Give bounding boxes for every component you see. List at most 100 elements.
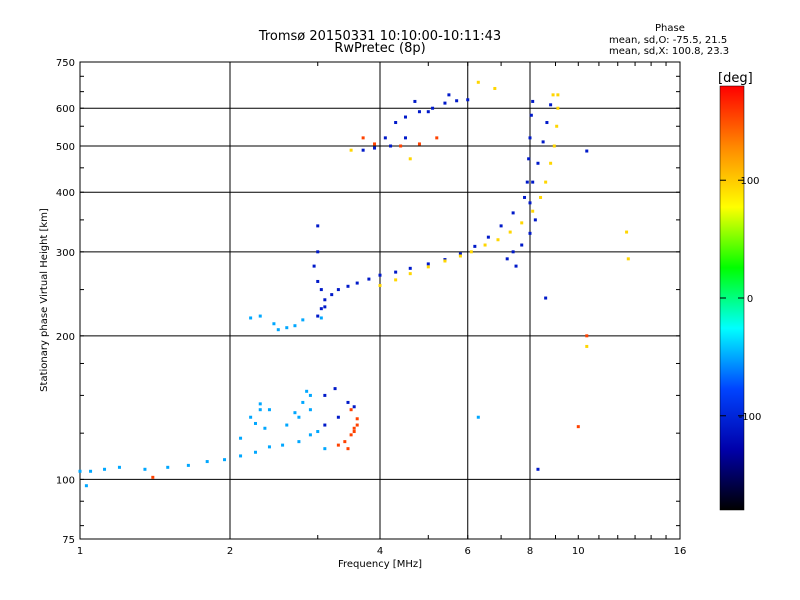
data-point — [316, 250, 320, 254]
colorbar-label: [deg] — [718, 71, 753, 86]
data-point — [469, 250, 473, 254]
data-point — [330, 293, 334, 297]
data-point — [272, 322, 276, 326]
data-point — [403, 115, 407, 119]
y-tick-label: 750 — [56, 58, 75, 69]
minor-ticks — [79, 62, 681, 539]
y-tick-label: 500 — [56, 142, 75, 153]
data-point — [352, 405, 356, 409]
data-point — [301, 400, 305, 404]
x-tick-label: 10 — [572, 546, 585, 557]
data-point — [556, 93, 560, 97]
data-point — [253, 450, 257, 454]
data-point — [626, 257, 630, 261]
stats-line-o: mean, sd,O: -75.5, 21.5 — [609, 35, 727, 46]
data-point — [555, 124, 559, 128]
y-tick-label: 600 — [56, 104, 75, 115]
data-point — [103, 467, 107, 471]
data-point — [323, 298, 327, 302]
data-point — [435, 136, 439, 140]
y-tick-labels: 75 100 200 300 400 500 600 750 — [56, 58, 75, 546]
colorbar-ticks: 100 0 -100 — [720, 176, 761, 423]
data-point — [403, 136, 407, 140]
data-point — [361, 148, 365, 152]
data-point — [253, 421, 257, 425]
data-point — [549, 161, 553, 165]
data-point — [373, 146, 377, 150]
y-axis-label: Stationary phase Virtual Height [km] — [39, 208, 50, 392]
x-tick-labels: 1 2 4 6 8 10 16 — [77, 546, 687, 557]
x-tick-label: 6 — [465, 546, 471, 557]
data-point — [394, 121, 398, 125]
data-point — [576, 425, 580, 429]
colorbar-tick-label: -100 — [739, 412, 762, 423]
data-point — [355, 281, 359, 285]
data-point — [378, 283, 382, 287]
chart-subtitle: RwPretec (8p) — [334, 41, 425, 56]
data-point — [426, 110, 430, 114]
data-point — [394, 270, 398, 274]
data-point — [528, 231, 532, 235]
data-point — [297, 440, 301, 444]
data-point — [523, 195, 527, 199]
data-point — [263, 426, 267, 430]
data-point — [447, 93, 451, 97]
data-point — [143, 467, 147, 471]
data-point — [316, 279, 320, 283]
data-point — [511, 250, 515, 254]
data-point — [308, 408, 312, 412]
data-point — [349, 408, 353, 412]
data-point — [585, 344, 589, 348]
data-point — [249, 415, 253, 419]
data-point — [529, 113, 533, 117]
data-point — [483, 243, 487, 247]
stats-heading: Phase — [655, 23, 685, 34]
data-point — [319, 288, 323, 292]
data-point — [343, 440, 347, 444]
data-point — [585, 149, 589, 153]
data-point — [349, 148, 353, 152]
stats-line-x: mean, sd,X: 100.8, 23.3 — [609, 46, 729, 57]
data-point — [78, 469, 82, 473]
x-tick-label: 16 — [674, 546, 687, 557]
data-point — [117, 465, 121, 469]
data-point — [549, 103, 553, 107]
data-point — [552, 144, 556, 148]
data-point — [281, 443, 285, 447]
data-point — [585, 334, 589, 338]
data-point — [308, 393, 312, 397]
x-tick-label: 1 — [77, 546, 83, 557]
data-point — [151, 475, 155, 479]
data-point — [458, 254, 462, 258]
data-point — [511, 211, 515, 215]
x-tick-label: 8 — [527, 546, 533, 557]
data-point — [285, 326, 289, 330]
data-point — [455, 99, 459, 103]
colorbar-tick-label: 100 — [740, 176, 759, 187]
data-point — [308, 433, 312, 437]
data-point — [496, 238, 500, 242]
chart-title: Tromsø 20150331 10:10:00-10:11:43 — [258, 29, 501, 44]
data-point — [186, 463, 190, 467]
data-point — [276, 328, 280, 332]
data-point — [378, 273, 382, 277]
data-point — [361, 136, 365, 140]
data-point — [267, 445, 271, 449]
data-point — [323, 305, 327, 309]
data-point — [541, 140, 545, 144]
data-point — [544, 180, 548, 184]
data-point — [417, 142, 421, 146]
data-point — [443, 259, 447, 263]
data-point — [556, 106, 560, 110]
data-point — [539, 195, 543, 199]
data-point — [267, 408, 271, 412]
data-point — [544, 296, 548, 300]
data-point — [394, 278, 398, 282]
data-point — [249, 316, 253, 320]
data-point — [525, 180, 529, 184]
data-point — [239, 436, 243, 440]
data-point — [258, 408, 262, 412]
data-point — [312, 264, 316, 268]
data-point — [545, 121, 549, 125]
